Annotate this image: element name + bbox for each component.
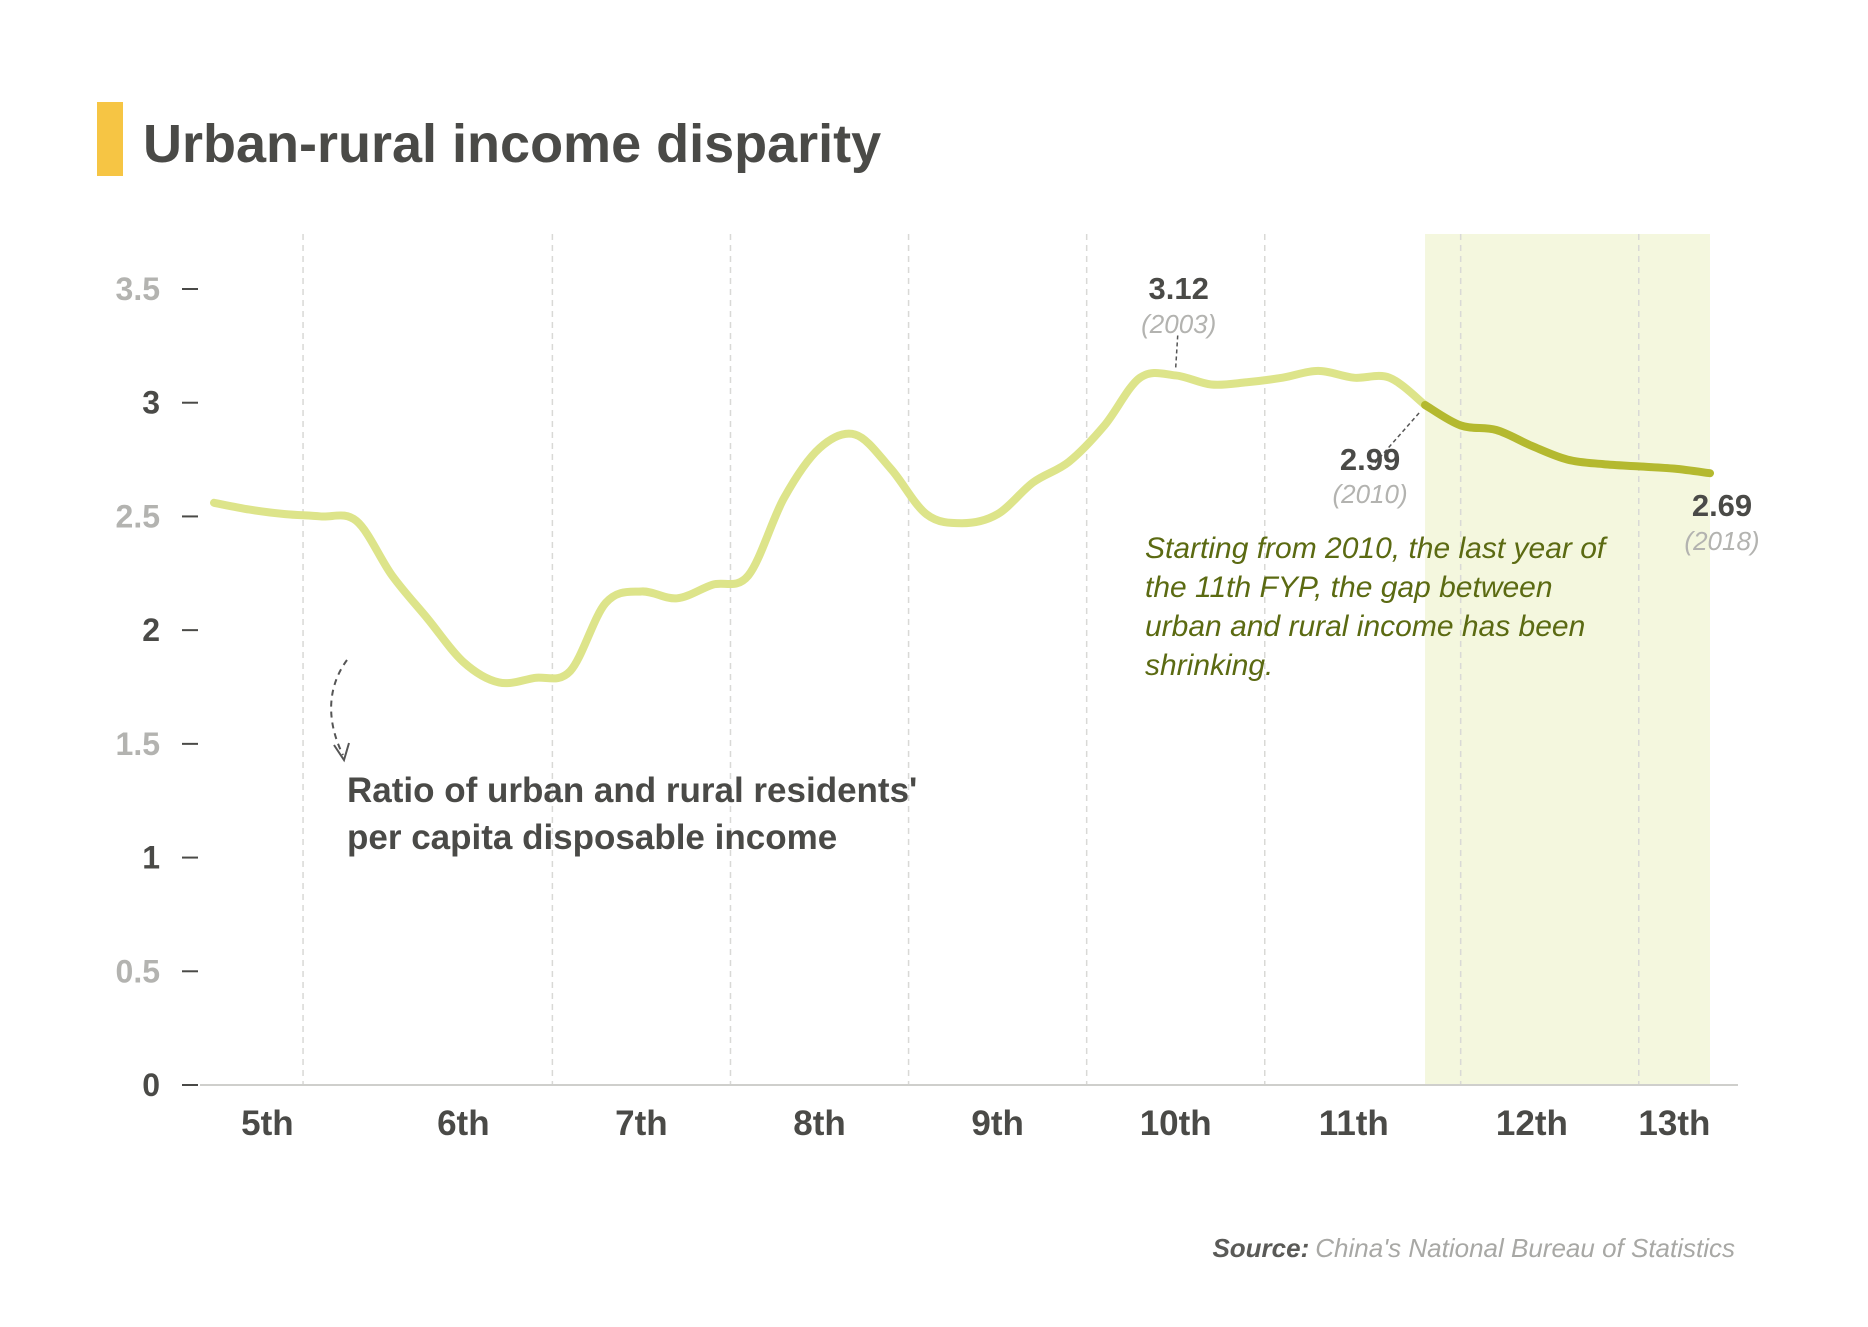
x-tick-label: 7th (615, 1104, 668, 1143)
y-tick-label: 0 (142, 1067, 160, 1103)
y-tick-label: 2.5 (116, 498, 160, 534)
title-accent-bar (97, 102, 123, 176)
x-axis: 5th 6th 7th 8th 9th 10th 11th 12th 13th (241, 1104, 1710, 1143)
y-tick-label: 0.5 (116, 953, 160, 989)
note: Starting from 2010, the last year of the… (1145, 532, 1608, 682)
annotation-2018-value: 2.69 (1692, 488, 1752, 523)
y-axis: 0 0.5 1 1.5 2 2.5 3 3.5 (116, 271, 198, 1103)
annotation-2018-year: (2018) (1684, 526, 1759, 556)
highlight-band (1425, 234, 1710, 1085)
chart-title: Urban-rural income disparity (143, 114, 881, 174)
y-tick-label: 2 (142, 612, 160, 648)
series-label: Ratio of urban and rural residents' per … (330, 659, 917, 857)
note-line-1: Starting from 2010, the last year of (1145, 532, 1608, 565)
period-dividers (302, 234, 1640, 1085)
series-lines (210, 366, 1714, 688)
annotation-2003-value: 3.12 (1149, 271, 1209, 306)
x-tick-label: 6th (437, 1104, 490, 1143)
y-tick-label: 1.5 (116, 726, 160, 762)
series-label-arrow (330, 659, 348, 756)
annotation-2003-leader (1174, 335, 1179, 368)
x-tick-label: 11th (1319, 1104, 1389, 1143)
x-tick-label: 8th (793, 1104, 846, 1143)
note-line-2: the 11th FYP, the gap between (1145, 571, 1553, 604)
y-tick-label: 3 (142, 385, 160, 421)
series-line-post-2010 (1421, 400, 1714, 478)
series-line-pre-2010 (210, 366, 1430, 688)
annotation-2010-value: 2.99 (1340, 442, 1400, 477)
annotations: 3.12(2003) 2.99(2010) 2.69(2018) (1141, 271, 1759, 556)
y-tick-label: 1 (142, 840, 160, 876)
x-tick-label: 9th (971, 1104, 1024, 1143)
source-text: China's National Bureau of Statistics (1315, 1233, 1735, 1263)
x-tick-label: 13th (1638, 1104, 1710, 1143)
source-line: Source: China's National Bureau of Statis… (1212, 1233, 1735, 1263)
y-tick-label: 3.5 (116, 271, 160, 307)
annotation-2003-year: (2003) (1141, 309, 1216, 339)
series-label-arrowhead-icon (333, 742, 350, 763)
annotation-2010-year: (2010) (1332, 479, 1407, 509)
note-line-4: shrinking. (1145, 649, 1273, 682)
series-label-line-2: per capita disposable income (347, 818, 837, 857)
series-label-line-1: Ratio of urban and rural residents' (347, 771, 917, 810)
x-tick-label: 5th (241, 1104, 294, 1143)
x-tick-label: 10th (1140, 1104, 1212, 1143)
source-lead: Source: (1212, 1233, 1309, 1263)
note-line-3: urban and rural income has been (1145, 610, 1585, 643)
x-tick-label: 12th (1496, 1104, 1568, 1143)
